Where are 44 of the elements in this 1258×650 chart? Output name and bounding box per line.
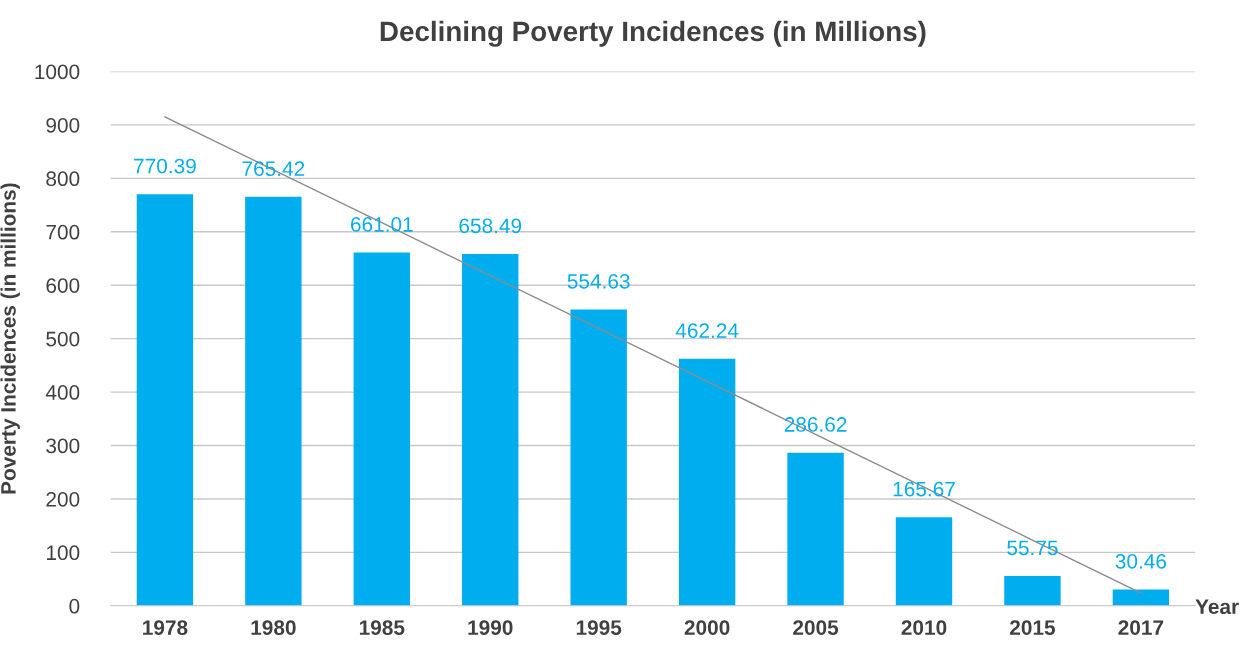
x-tick-label: 2015 bbox=[1009, 620, 1056, 635]
y-tick-label: 1000 bbox=[35, 64, 80, 80]
y-tick-label: 0 bbox=[69, 598, 80, 614]
x-axis-title: Year bbox=[1195, 599, 1239, 615]
y-tick-label: 100 bbox=[46, 545, 80, 561]
y-tick-label: 600 bbox=[46, 278, 80, 293]
bar bbox=[245, 196, 302, 606]
chart-title: Declining Poverty Incidences (in Millions) bbox=[380, 20, 926, 47]
bar bbox=[570, 309, 627, 606]
y-tick-label: 200 bbox=[46, 491, 80, 507]
bar bbox=[678, 358, 736, 606]
x-tick-label: 2017 bbox=[1118, 620, 1164, 635]
x-tick-label: 1995 bbox=[576, 620, 622, 635]
data-label: 661.01 bbox=[351, 217, 413, 232]
data-label: 765.42 bbox=[242, 161, 305, 177]
y-tick-label: 700 bbox=[46, 224, 80, 240]
bar bbox=[1004, 576, 1061, 606]
x-tick-label: 2005 bbox=[793, 620, 839, 635]
bar bbox=[787, 452, 844, 606]
y-tick-label: 500 bbox=[46, 331, 80, 347]
bar bbox=[353, 252, 410, 606]
data-label: 554.63 bbox=[567, 273, 630, 289]
x-tick-label: 1980 bbox=[251, 620, 296, 635]
y-tick-label: 300 bbox=[46, 438, 80, 454]
y-tick-label: 400 bbox=[45, 385, 80, 400]
bar bbox=[462, 253, 519, 606]
data-label: 770.39 bbox=[134, 158, 196, 174]
bar bbox=[1112, 589, 1170, 606]
y-tick-label: 800 bbox=[46, 171, 80, 187]
x-tick-label: 1990 bbox=[468, 620, 513, 635]
x-tick-label: 1985 bbox=[359, 620, 405, 635]
data-label: 286.62 bbox=[784, 417, 847, 432]
x-tick-label: 2010 bbox=[901, 620, 947, 635]
data-label: 165.67 bbox=[893, 481, 955, 497]
y-axis-title: Poverty Incidences (in millions) bbox=[0, 183, 20, 494]
bar bbox=[136, 194, 194, 606]
data-label: 30.46 bbox=[1115, 553, 1167, 569]
x-tick-label: 1978 bbox=[143, 620, 188, 635]
data-label: 462.24 bbox=[675, 323, 739, 339]
data-label: 55.75 bbox=[1007, 540, 1058, 556]
x-tick-label: 2000 bbox=[684, 620, 730, 635]
bar bbox=[895, 517, 953, 606]
y-tick-label: 900 bbox=[46, 117, 80, 133]
data-label: 658.49 bbox=[459, 218, 522, 234]
